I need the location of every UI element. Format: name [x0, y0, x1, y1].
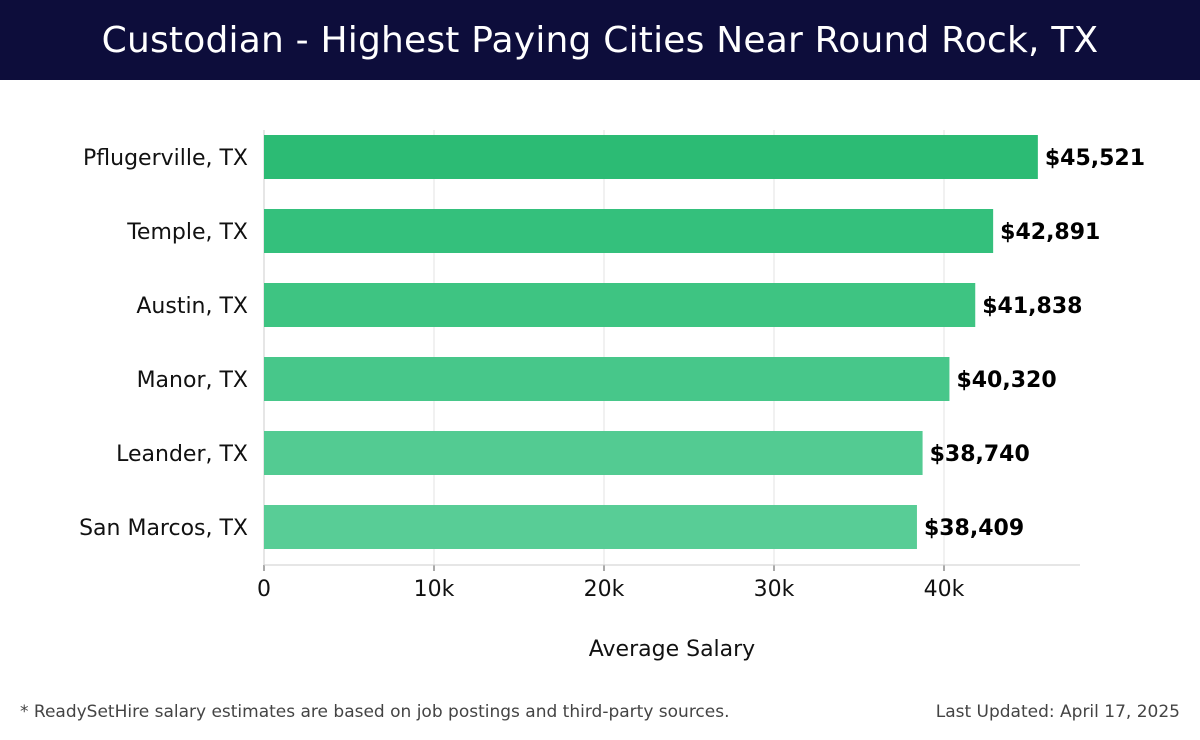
- bar: [264, 357, 950, 401]
- chart-title: Custodian - Highest Paying Cities Near R…: [101, 19, 1099, 61]
- x-tick-label: 20k: [584, 577, 625, 602]
- bar: [264, 135, 1038, 179]
- bar: [264, 505, 917, 549]
- x-tick-label: 0: [257, 577, 271, 602]
- bar: [264, 283, 976, 327]
- x-axis-title: Average Salary: [589, 637, 755, 662]
- category-label: Leander, TX: [116, 442, 248, 467]
- value-label: $38,409: [924, 516, 1024, 541]
- x-tick-label: 10k: [414, 577, 455, 602]
- bar: [264, 431, 923, 475]
- salary-bar-chart: 0 10k 20k 30k 40k Pflugerville, TX $45,521 Temp…: [79, 130, 1145, 662]
- category-label: Austin, TX: [136, 294, 248, 319]
- category-label: Pflugerville, TX: [83, 146, 248, 171]
- x-tick-label: 30k: [754, 577, 795, 602]
- value-label: $38,740: [930, 442, 1030, 467]
- value-label: $41,838: [982, 294, 1082, 319]
- last-updated: Last Updated: April 17, 2025: [935, 702, 1180, 722]
- category-label: Temple, TX: [126, 220, 248, 245]
- x-tick-label: 40k: [924, 577, 965, 602]
- value-label: $40,320: [956, 368, 1056, 393]
- bar: [264, 209, 994, 253]
- category-label: Manor, TX: [137, 368, 248, 393]
- value-label: $45,521: [1045, 146, 1145, 171]
- title-bar: Custodian - Highest Paying Cities Near R…: [0, 0, 1200, 80]
- category-label: San Marcos, TX: [79, 516, 248, 541]
- footnote: * ReadySetHire salary estimates are base…: [20, 702, 730, 722]
- value-label: $42,891: [1000, 220, 1100, 245]
